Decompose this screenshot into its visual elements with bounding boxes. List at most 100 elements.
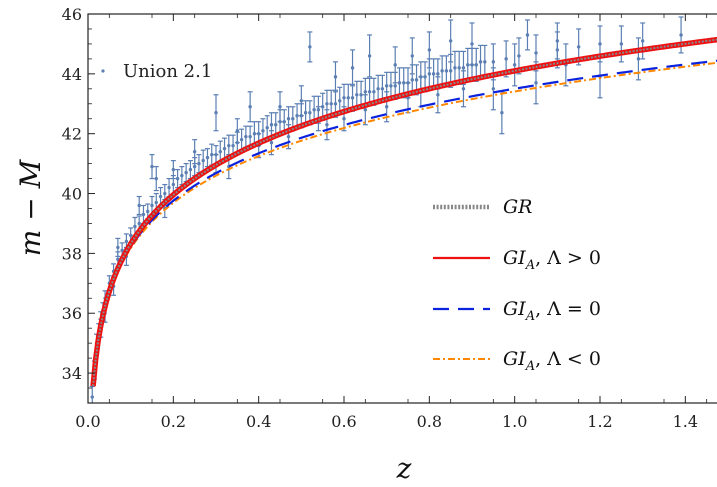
data-point [120,248,124,253]
data-point [431,72,436,76]
data-point [402,81,406,85]
data-point [218,149,222,154]
y-tick-label: 46 [62,5,82,24]
data-point [679,33,683,37]
data-point [163,191,167,196]
data-point [278,105,282,109]
data-point [141,212,146,217]
data-point [158,194,163,199]
data-point [419,75,423,79]
data-point [350,66,355,70]
data-point [457,66,461,70]
data-point [248,105,252,109]
data-point [372,90,376,94]
data-point [436,72,440,76]
data-point [453,66,457,70]
data-point [214,111,218,115]
data-point [265,126,269,130]
data-point [308,111,312,115]
data-point [338,99,342,103]
y-axis-title: m − M [14,158,47,256]
data-point [440,69,444,73]
y-axis: 34 36 38 40 42 44 46 [62,5,95,404]
data-points [90,33,683,399]
data-point [346,96,350,100]
data-point [167,185,171,190]
data-point [436,93,440,97]
data-point [500,111,504,115]
data-point [269,123,274,127]
y-tick-label: 34 [62,364,82,383]
legend-gr-label: GR [503,196,532,218]
data-point [137,203,141,208]
data-point [406,81,410,85]
data-point [534,81,538,85]
data-point [504,57,508,61]
data-point [261,129,265,133]
data-point [576,45,581,49]
data-point [367,90,372,94]
data-point [384,105,389,109]
data-point [133,224,137,229]
data-point [427,48,432,52]
data-point [636,57,641,61]
data-point [303,111,308,115]
data-point [461,66,466,70]
curve-gia-lambda-zero [91,59,717,387]
data-point [180,173,184,178]
data-legend-label: Union 2.1 [123,61,212,82]
data-point [491,87,496,91]
data-point [239,137,244,142]
data-point [491,60,496,64]
x-tick-label: 0.4 [246,412,271,431]
data-point [470,42,474,46]
data-point [235,140,240,145]
data-point [205,155,210,160]
data-point [363,90,368,94]
x-tick-label: 0.0 [75,412,100,431]
data-point [393,63,397,67]
data-point [448,69,453,73]
data-point [525,33,530,37]
y-tick-label: 44 [62,65,82,84]
x-tick-label: 1.4 [673,412,698,431]
data-point [256,131,261,136]
data-point [214,152,218,157]
data-point [466,63,470,67]
data-point [124,239,129,244]
data-point [367,54,372,58]
data-point [640,39,645,43]
x-tick-label: 0.8 [417,412,442,431]
data-point [363,108,368,112]
data-point [470,63,474,67]
y-tick-label: 36 [62,304,82,323]
data-point [184,170,188,175]
data-point [555,39,560,43]
y-tick-label: 38 [62,244,82,263]
data-legend-marker [101,69,105,73]
data-point [355,93,359,97]
data-point [154,200,158,205]
data-point [483,60,487,64]
data-point [329,102,333,106]
data-point [461,87,466,91]
data-point [444,69,449,73]
data-point [210,152,214,157]
data-point [534,51,538,55]
x-axis-title: z [396,452,412,485]
data-point [291,117,295,121]
data-point [171,167,176,172]
data-point [128,233,133,238]
data-point [146,209,150,214]
legend-pos-label: GIA, Λ > 0 [503,247,601,273]
data-point [316,108,321,112]
curve-gr [92,38,717,387]
data-point [116,245,120,250]
data-point [325,123,329,127]
data-point [150,164,154,169]
data-point [308,45,312,49]
data-point [512,63,517,67]
data-point [171,182,176,187]
data-point [231,143,235,148]
curve-gia-lambda-positive [90,36,717,387]
